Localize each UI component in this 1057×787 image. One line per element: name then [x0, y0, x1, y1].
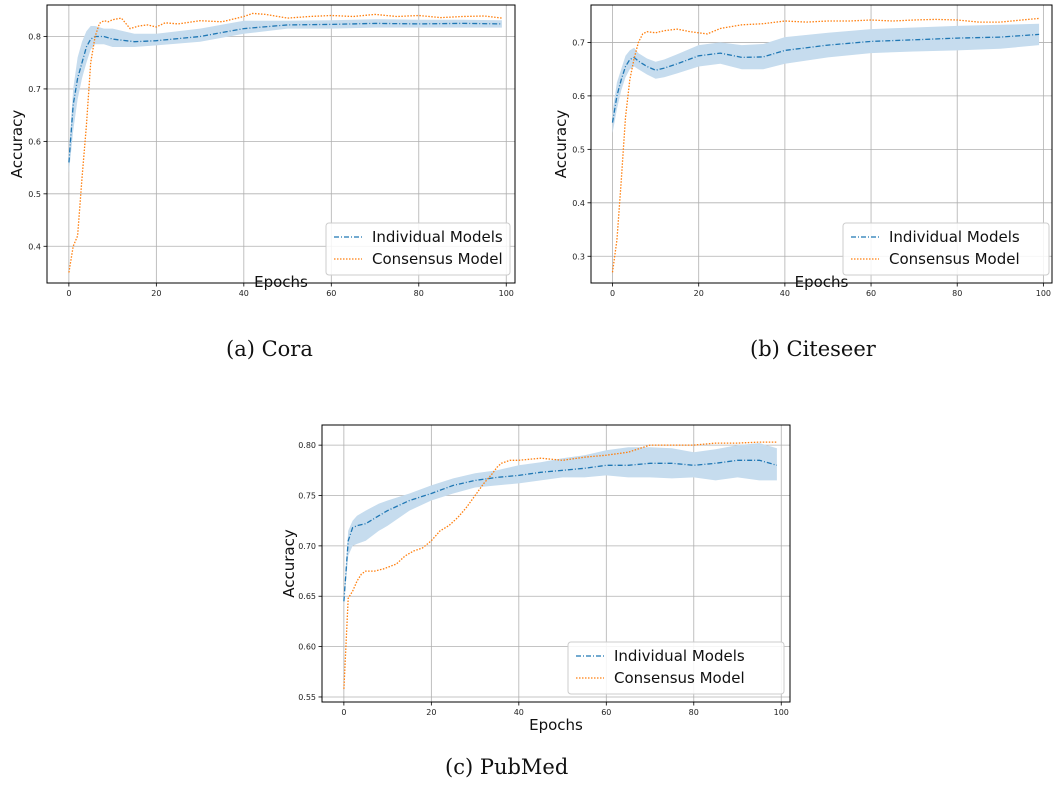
citeseer-x-tick-label: 40 [780, 289, 790, 298]
citeseer-x-tick-label: 100 [1036, 289, 1051, 298]
pubmed-y-tick-label: 0.75 [298, 492, 316, 501]
cora-x-tick-label: 20 [151, 289, 161, 298]
pubmed-x-tick-label: 0 [341, 708, 346, 717]
cora-y-tick-label: 0.4 [28, 242, 41, 251]
pubmed-x-tick-label: 100 [774, 708, 789, 717]
pubmed-y-tick-label: 0.70 [298, 542, 316, 551]
citeseer-legend: Individual Models Consensus Model [842, 222, 1050, 276]
cora-caption: (a) Cora [226, 337, 313, 361]
cora-x-tick-label: 80 [414, 289, 424, 298]
pubmed-axes-frame [321, 424, 791, 703]
pubmed-individual-models-line [343, 459, 778, 602]
pubmed-figure: 0 20 40 60 80 100 0.55 0.60 0.65 0.70 0.75 0.80 Epoc… [272, 420, 802, 740]
pubmed-x-tick-label: 40 [514, 708, 524, 717]
pubmed-x-tick-label: 20 [426, 708, 436, 717]
citeseer-x-axis-label: Epochs [795, 273, 849, 291]
cora-x-tick-label: 100 [499, 289, 514, 298]
cora-chart: 0 20 40 60 80 100 0.4 0.5 0.6 0.7 0.8 Epochs Accurac… [8, 4, 516, 298]
citeseer-axes-frame [590, 4, 1053, 284]
citeseer-x-tick-label: 20 [694, 289, 704, 298]
cora-legend-box [325, 222, 511, 276]
pubmed-y-tick-label: 0.80 [298, 441, 316, 450]
cora-x-tick-label: 60 [326, 289, 336, 298]
cora-x-tick-label: 0 [66, 289, 71, 298]
citeseer-x-tick-label: 0 [610, 289, 615, 298]
citeseer-y-tick-label: 0.5 [572, 145, 585, 154]
pubmed-x-axis-label: Epochs [529, 716, 583, 734]
cora-y-axis-label: Accuracy [8, 110, 26, 179]
citeseer-legend-label-consensus-model: Consensus Model [889, 250, 1020, 268]
cora-x-tick-label: 40 [239, 289, 249, 298]
citeseer-individual-models-band [612, 23, 1040, 134]
citeseer-caption: (b) Citeseer [750, 337, 876, 361]
cora-y-tick-label: 0.5 [28, 190, 41, 199]
cora-y-tick-label: 0.8 [28, 32, 41, 41]
pubmed-legend-label-individual-models: Individual Models [614, 647, 745, 665]
cora-legend-label-consensus-model: Consensus Model [372, 250, 503, 268]
cora-x-axis-label: Epochs [254, 273, 308, 291]
pubmed-y-tick-label: 0.60 [298, 643, 316, 652]
cora-figure: 0 20 40 60 80 100 0.4 0.5 0.6 0.7 0.8 Epochs Accurac… [0, 0, 520, 300]
cora-y-tick-label: 0.6 [28, 137, 41, 146]
cora-individual-models-band [68, 19, 502, 173]
citeseer-y-tick-label: 0.3 [572, 252, 585, 261]
citeseer-y-axis-label: Accuracy [552, 110, 570, 179]
citeseer-figure: 0 20 40 60 80 100 0.3 0.4 0.5 0.6 0.7 Epochs Accurac… [544, 0, 1057, 300]
cora-legend-label-individual-models: Individual Models [372, 228, 503, 246]
pubmed-caption: (c) PubMed [445, 755, 569, 779]
pubmed-x-tick-label: 80 [689, 708, 699, 717]
pubmed-y-axis-label: Accuracy [280, 529, 298, 598]
cora-axes-frame [46, 4, 516, 284]
citeseer-legend-box [842, 222, 1050, 276]
citeseer-y-tick-label: 0.4 [572, 199, 585, 208]
cora-legend: Individual Models Consensus Model [325, 222, 511, 276]
citeseer-consensus-model-line [611, 17, 1040, 273]
pubmed-y-tick-label: 0.65 [298, 592, 316, 601]
pubmed-y-tick-label: 0.55 [298, 693, 316, 702]
citeseer-y-tick-label: 0.6 [572, 92, 585, 101]
pubmed-legend-label-consensus-model: Consensus Model [614, 669, 745, 687]
pubmed-chart: 0 20 40 60 80 100 0.55 0.60 0.65 0.70 0.75 0.80 Epoc… [280, 424, 791, 734]
citeseer-individual-models-line [611, 33, 1040, 123]
cora-individual-models-line [68, 22, 502, 163]
pubmed-x-tick-label: 60 [601, 708, 611, 717]
pubmed-individual-models-band [343, 443, 777, 607]
citeseer-y-tick-label: 0.7 [572, 38, 585, 47]
citeseer-x-tick-label: 80 [952, 289, 962, 298]
pubmed-legend-box [567, 641, 785, 695]
citeseer-chart: 0 20 40 60 80 100 0.3 0.4 0.5 0.6 0.7 Epochs Accurac… [552, 4, 1053, 298]
cora-y-tick-label: 0.7 [28, 85, 41, 94]
citeseer-legend-label-individual-models: Individual Models [889, 228, 1020, 246]
pubmed-legend: Individual Models Consensus Model [567, 641, 785, 695]
citeseer-x-tick-label: 60 [866, 289, 876, 298]
